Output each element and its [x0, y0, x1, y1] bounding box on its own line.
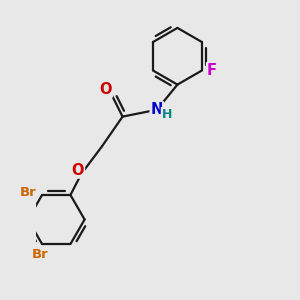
- Text: O: O: [99, 82, 112, 97]
- Text: F: F: [207, 63, 217, 78]
- Text: H: H: [162, 108, 172, 121]
- Text: N: N: [151, 102, 163, 117]
- Text: Br: Br: [32, 248, 48, 261]
- Text: Br: Br: [20, 186, 37, 199]
- Text: O: O: [71, 163, 84, 178]
